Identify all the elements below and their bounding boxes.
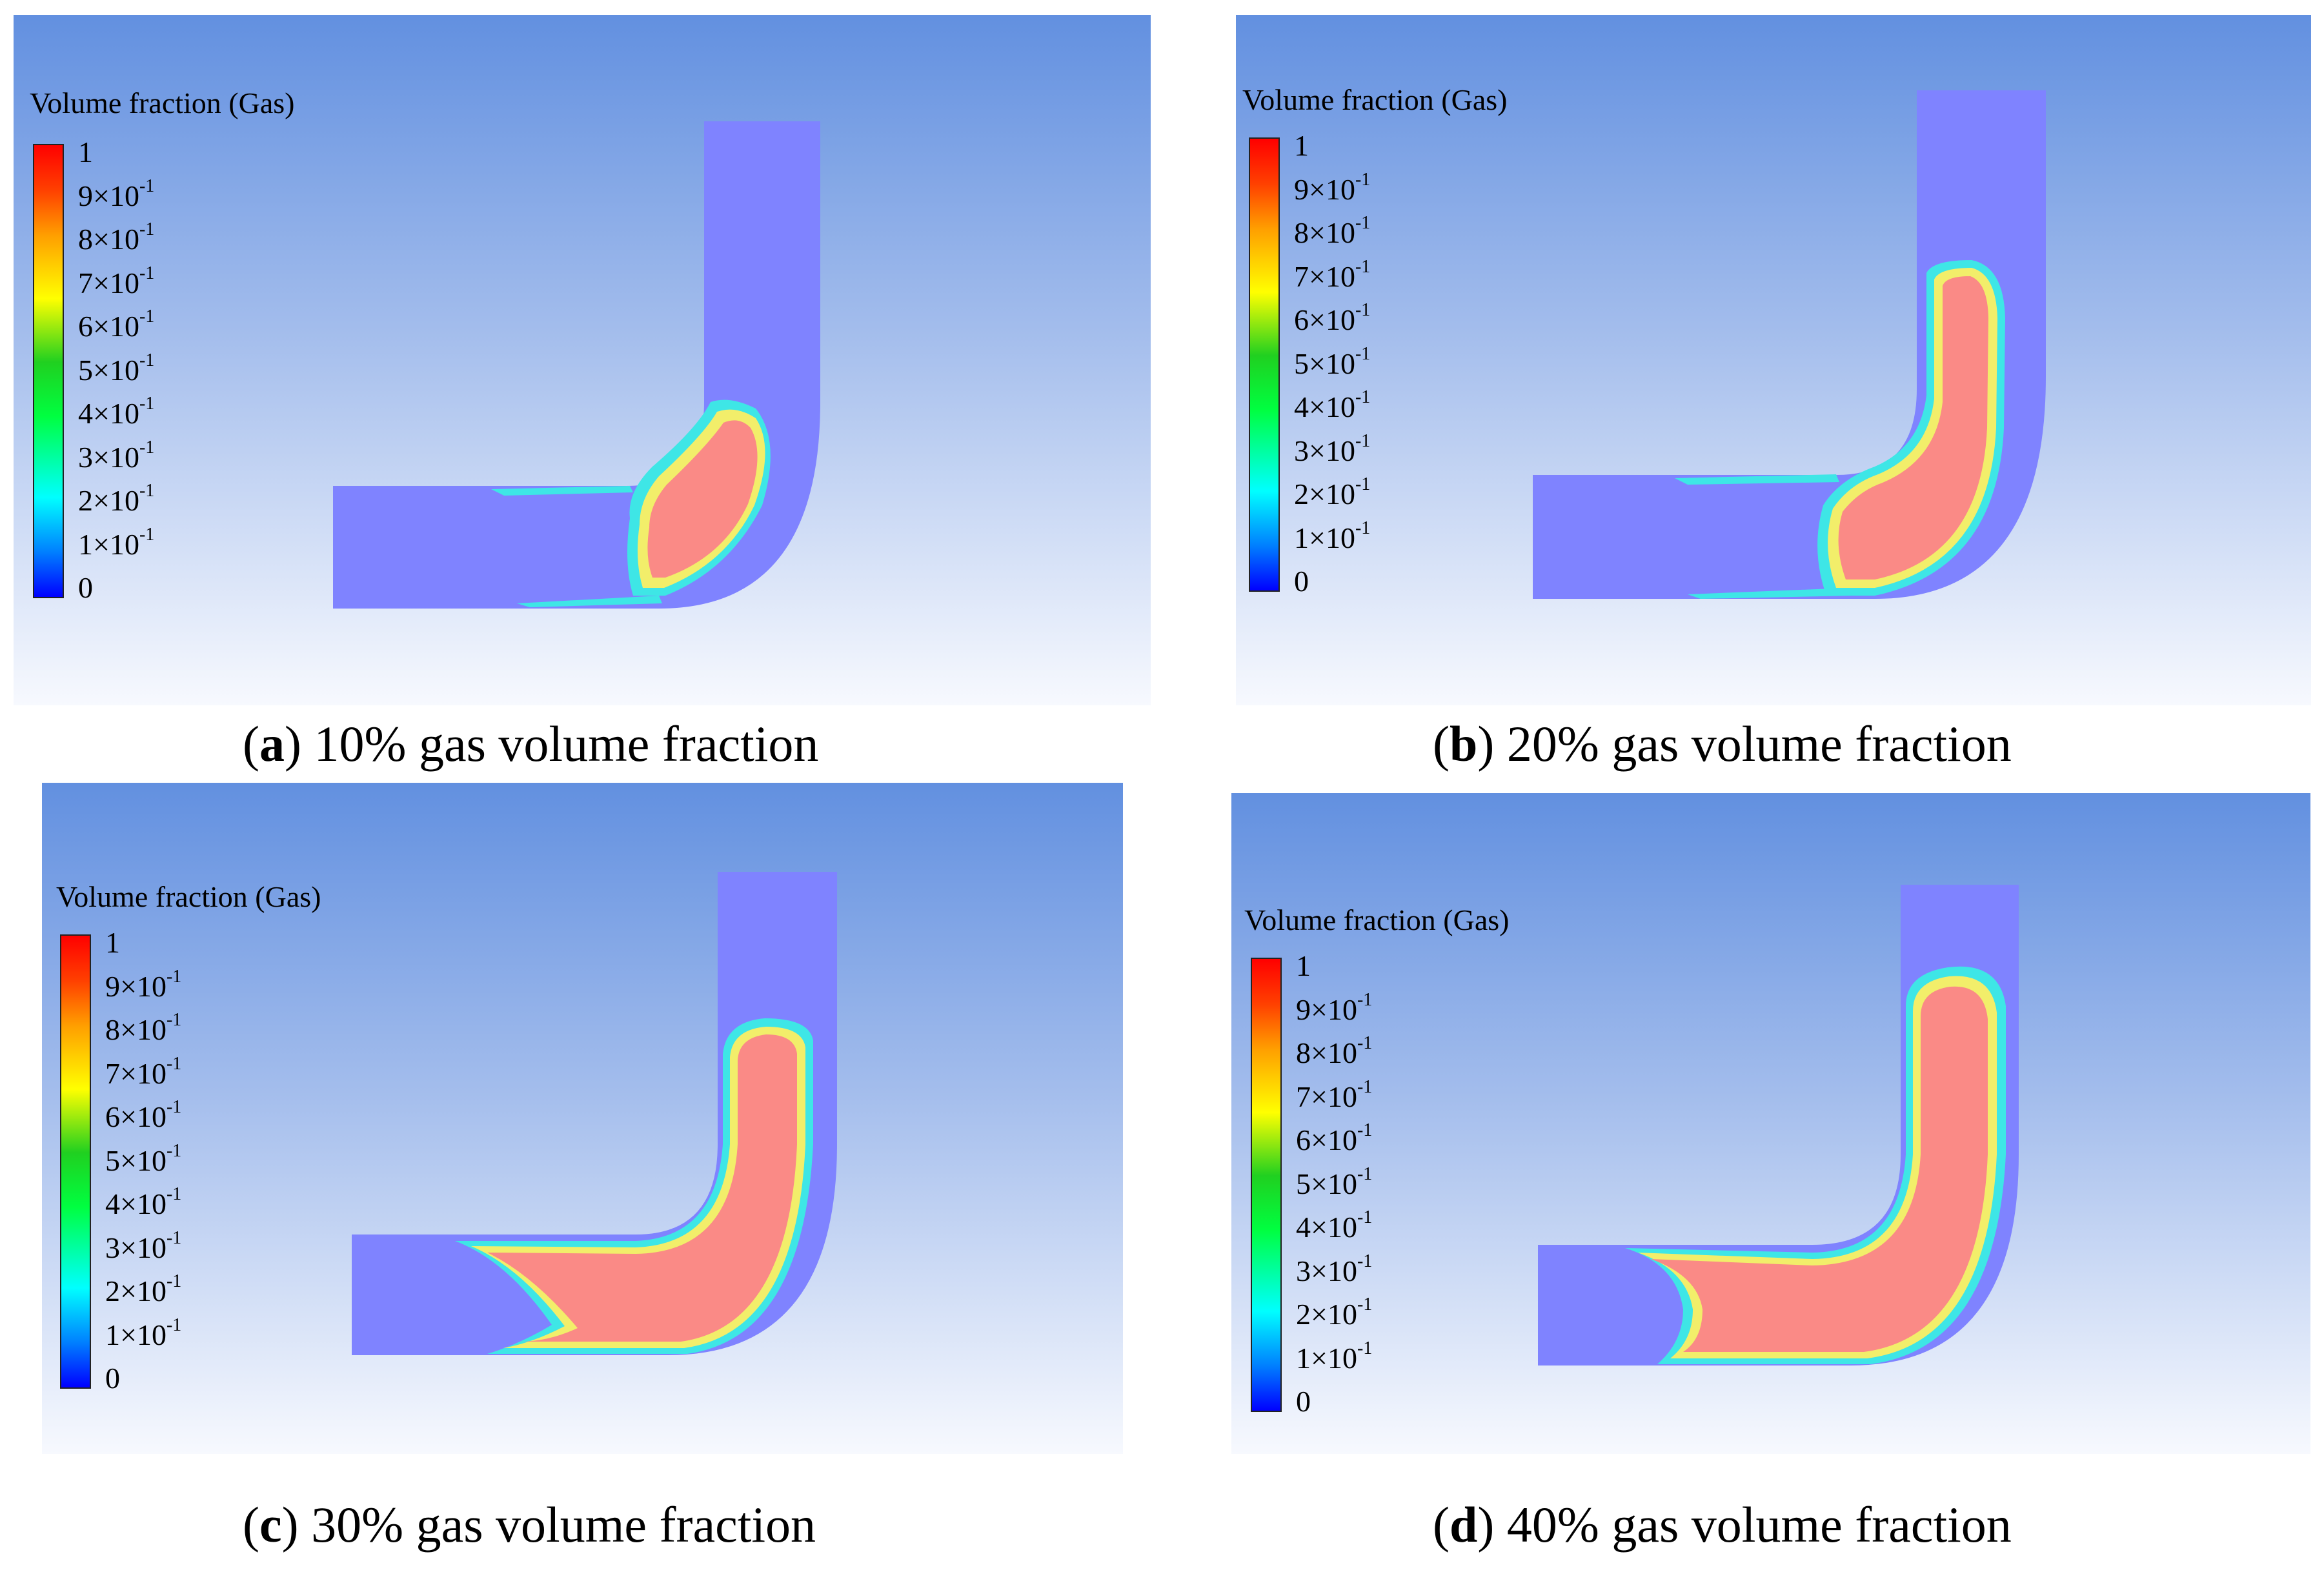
- scale-tick-label: 6×10-1: [1294, 300, 1371, 336]
- scale-tick-label: 5×10-1: [1294, 343, 1371, 380]
- caption-a: (a) 10% gas volume fraction: [243, 716, 819, 772]
- gas-pocket-core: [647, 420, 758, 578]
- scale-tick-label: 5×10-1: [78, 350, 155, 387]
- scale-tick-label: 0: [1294, 565, 1309, 598]
- scale-tick-label: 3×10-1: [1296, 1251, 1373, 1287]
- scale-tick-label: 8×10-1: [78, 219, 155, 256]
- gas-pocket-core: [1838, 276, 1988, 579]
- color-scale-bar: [60, 934, 91, 1389]
- caption-c: (c) 30% gas volume fraction: [243, 1496, 816, 1553]
- scale-tick-label: 7×10-1: [1296, 1076, 1373, 1113]
- pipe-liquid: [333, 121, 820, 609]
- scale-tick-label: 3×10-1: [1294, 430, 1371, 467]
- scale-tick-label: 1×10-1: [1294, 518, 1371, 554]
- caption-d: (d) 40% gas volume fraction: [1433, 1496, 2012, 1553]
- scale-tick-label: 5×10-1: [1296, 1164, 1373, 1200]
- pipe-contour: [352, 872, 837, 1355]
- scale-tick-label: 6×10-1: [105, 1097, 182, 1133]
- scale-tick-label: 3×10-1: [105, 1227, 182, 1264]
- scale-tick-label: 2×10-1: [1294, 474, 1371, 510]
- scale-tick-label: 1×10-1: [78, 524, 155, 561]
- scale-tick-label: 1×10-1: [105, 1315, 182, 1351]
- scale-tick-label: 9×10-1: [78, 176, 155, 212]
- panel-a: Volume fraction (Gas) 1 9×10-1 8×10-1 7×10-…: [14, 15, 1151, 705]
- scale-tick-label: 1: [78, 136, 93, 168]
- scale-tick-label: 4×10-1: [105, 1184, 182, 1220]
- scale-tick-label: 9×10-1: [1296, 989, 1373, 1026]
- scale-tick-label: 1: [105, 926, 120, 959]
- panel-d: Volume fraction (Gas) 1 9×10-1 8×10-1 7×10-…: [1231, 793, 2310, 1454]
- scale-tick-label: 1: [1294, 129, 1309, 162]
- scale-tick-label: 7×10-1: [1294, 256, 1371, 293]
- scale-tick-label: 1×10-1: [1296, 1338, 1373, 1375]
- panel-b: Volume fraction (Gas) 1 9×10-1 8×10-1 7×10-…: [1236, 15, 2311, 705]
- panel-c: Volume fraction (Gas) 1 9×10-1 8×10-1 7×10-…: [42, 783, 1123, 1454]
- scale-tick-label: 5×10-1: [105, 1140, 182, 1177]
- scale-tick-label: 2×10-1: [78, 481, 155, 517]
- legend-title: Volume fraction (Gas): [1242, 83, 1508, 116]
- liquid-film-streak: [517, 596, 662, 607]
- liquid-film-streak: [1675, 474, 1839, 485]
- color-scale-bar: [33, 144, 64, 598]
- scale-tick-label: 0: [105, 1362, 120, 1395]
- scale-tick-label: 4×10-1: [78, 394, 155, 430]
- liquid-film-streak: [1688, 588, 1852, 599]
- scale-tick-label: 1: [1296, 949, 1311, 982]
- scale-tick-label: 4×10-1: [1296, 1207, 1373, 1244]
- pipe-contour: [333, 121, 820, 609]
- scale-tick-label: 8×10-1: [1296, 1033, 1373, 1069]
- scale-tick-label: 6×10-1: [1296, 1120, 1373, 1156]
- scale-tick-label: 0: [78, 571, 93, 604]
- scale-tick-label: 9×10-1: [105, 966, 182, 1003]
- scale-tick-label: 4×10-1: [1294, 387, 1371, 423]
- caption-b: (b) 20% gas volume fraction: [1433, 716, 2012, 772]
- legend-title: Volume fraction (Gas): [30, 86, 295, 119]
- scale-tick-label: 9×10-1: [1294, 169, 1371, 206]
- scale-tick-label: 2×10-1: [1296, 1295, 1373, 1331]
- scale-tick-label: 0: [1296, 1385, 1311, 1418]
- scale-tick-label: 7×10-1: [105, 1053, 182, 1090]
- legend-title: Volume fraction (Gas): [56, 880, 321, 913]
- scale-tick-label: 8×10-1: [105, 1010, 182, 1046]
- pipe-contour: [1533, 90, 2046, 599]
- scale-tick-label: 2×10-1: [105, 1271, 182, 1307]
- scale-tick-label: 8×10-1: [1294, 213, 1371, 249]
- scale-tick-label: 7×10-1: [78, 263, 155, 299]
- scale-tick-label: 3×10-1: [78, 437, 155, 474]
- color-scale-bar: [1251, 958, 1282, 1412]
- scale-tick-label: 6×10-1: [78, 307, 155, 343]
- color-scale-bar: [1249, 137, 1280, 592]
- liquid-film-streak: [491, 486, 633, 496]
- gas-pocket-core: [1651, 986, 1988, 1352]
- gas-pocket-core: [487, 1034, 797, 1342]
- pipe-contour: [1538, 885, 2019, 1365]
- legend-title: Volume fraction (Gas): [1244, 903, 1510, 936]
